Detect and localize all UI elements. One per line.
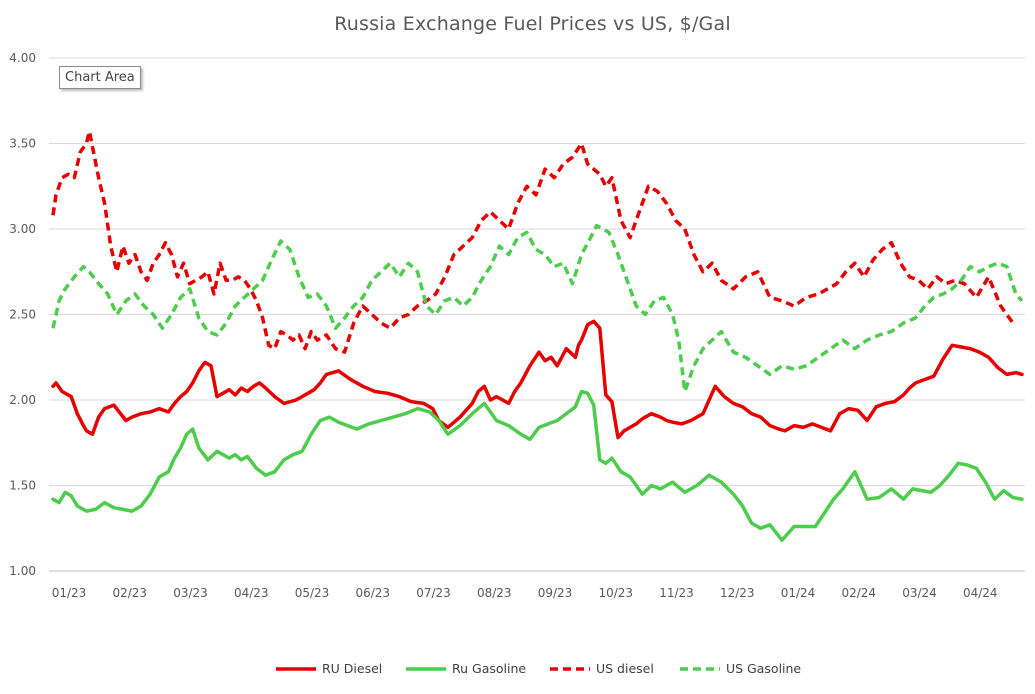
x-tick-label: 07/23: [416, 586, 451, 600]
legend-item[interactable]: RU Diesel: [276, 661, 382, 676]
legend-label: US Gasoline: [726, 661, 801, 676]
legend-item[interactable]: US diesel: [550, 661, 654, 676]
y-tick-label: 3.00: [9, 222, 36, 236]
series-line-us-gasoline: [51, 223, 1024, 394]
series-line-us-diesel: [51, 129, 1015, 354]
axes: 1.00 1.50 2.00 2.50 3.00 3.50 4.00 01/23 02/23 03…: [9, 51, 1025, 600]
legend[interactable]: RU Diesel Ru Gasoline US diesel US Gasoline: [276, 661, 801, 676]
x-tick-label: 11/23: [659, 586, 694, 600]
x-tick-label: 04/24: [963, 586, 998, 600]
x-tick-label: 05/23: [295, 586, 330, 600]
y-tick-label: 2.50: [9, 308, 36, 322]
y-tick-label: 4.00: [9, 51, 36, 65]
y-tick-label: 1.00: [9, 564, 36, 578]
x-tick-label: 01/23: [52, 586, 87, 600]
x-tick-label: 01/24: [781, 586, 816, 600]
x-tick-label: 02/23: [112, 586, 147, 600]
series-group: [51, 129, 1024, 542]
gridlines: [49, 57, 1025, 572]
legend-item[interactable]: US Gasoline: [680, 661, 801, 676]
legend-label: Ru Gasoline: [452, 661, 526, 676]
x-tick-label: 12/23: [720, 586, 755, 600]
x-tick-label: 10/23: [598, 586, 633, 600]
x-tick-label: 06/23: [355, 586, 390, 600]
x-tick-label: 08/23: [477, 586, 512, 600]
y-tick-label: 2.00: [9, 393, 36, 407]
x-tick-label: 03/24: [902, 586, 937, 600]
x-tick-label: 02/24: [841, 586, 876, 600]
chart-title: Russia Exchange Fuel Prices vs US, $/Gal: [334, 13, 731, 35]
legend-label: RU Diesel: [322, 661, 382, 676]
chart-area-tooltip: Chart Area: [59, 66, 141, 89]
legend-item[interactable]: Ru Gasoline: [406, 661, 526, 676]
series-line-ru-diesel: [51, 319, 1024, 440]
y-tick-label: 1.50: [9, 479, 36, 493]
x-tick-label: 03/23: [173, 586, 208, 600]
x-tick-label: 04/23: [234, 586, 269, 600]
series-line-ru-gasoline: [51, 389, 1024, 542]
legend-label: US diesel: [596, 661, 654, 676]
y-tick-label: 3.50: [9, 137, 36, 151]
x-tick-label: 09/23: [538, 586, 573, 600]
